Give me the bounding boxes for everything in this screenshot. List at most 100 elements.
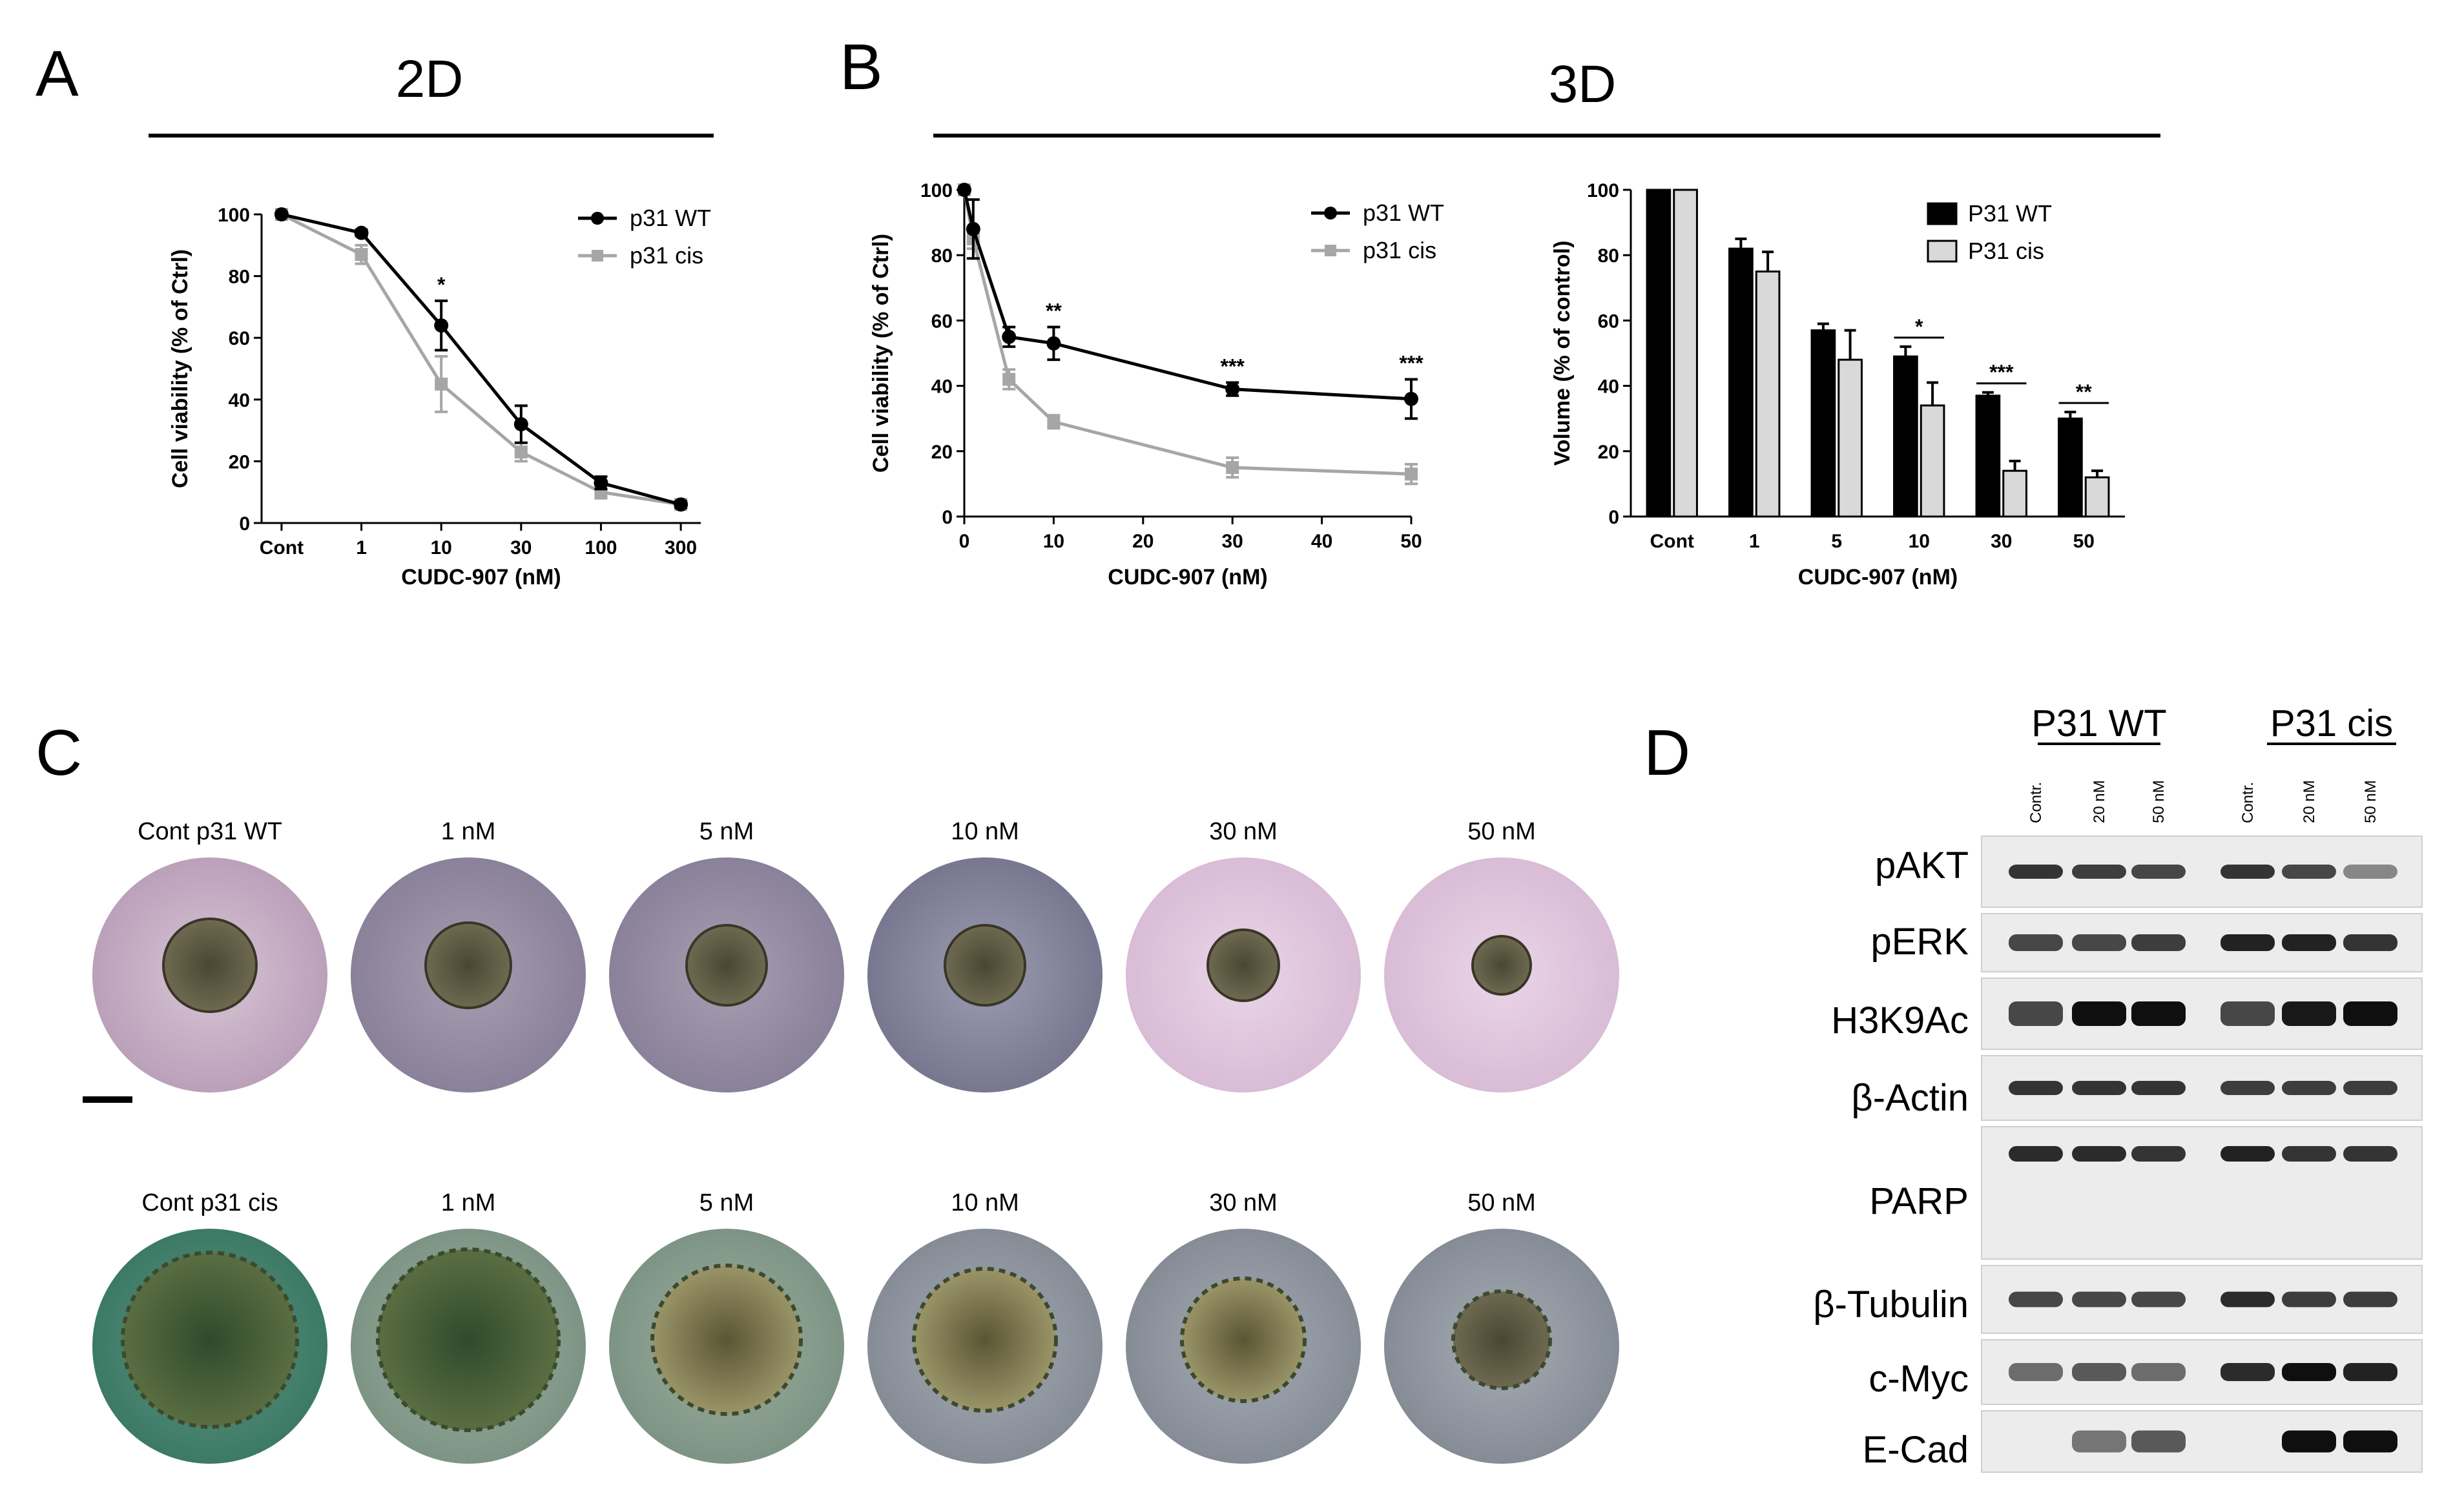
wb-band bbox=[2009, 1081, 2063, 1095]
data-point-wt bbox=[354, 225, 369, 240]
series-line-wt bbox=[281, 212, 681, 506]
data-point-wt bbox=[274, 207, 289, 221]
legend-marker-wt bbox=[1324, 207, 1337, 220]
x-tick-label: 10 bbox=[1909, 531, 1930, 552]
bar-cis bbox=[1920, 404, 1945, 518]
wb-band bbox=[2282, 1363, 2336, 1381]
y-axis-title: Cell viability (% of Ctrl) bbox=[168, 249, 192, 488]
wb-band bbox=[2343, 1081, 2397, 1095]
data-point-wt bbox=[594, 475, 608, 490]
wb-band bbox=[2131, 934, 2186, 951]
chart-a-viability-2d: 0 20 40 60 80 100 Cont 1 10 30 100 300 CUDC-907 (nM)… bbox=[168, 205, 711, 589]
bar-cis bbox=[1755, 271, 1781, 518]
bar-wt bbox=[2058, 417, 2083, 518]
data-point-cis bbox=[514, 446, 528, 459]
y-tick-label: 0 bbox=[239, 513, 250, 535]
wb-band bbox=[2131, 865, 2186, 879]
data-point-wt bbox=[1046, 336, 1061, 351]
legend-label-wt: P31 WT bbox=[1968, 200, 2052, 227]
bar-wt bbox=[1646, 189, 1672, 518]
wb-band bbox=[2343, 934, 2397, 951]
y-tick-label: 40 bbox=[931, 376, 953, 398]
wb-band bbox=[2343, 865, 2397, 879]
x-tick-label: 30 bbox=[1222, 531, 1243, 552]
x-tick-label: Cont bbox=[260, 537, 304, 559]
wb-band bbox=[2282, 934, 2336, 951]
y-axis-title: Volume (% of control) bbox=[1550, 241, 1575, 466]
wb-band bbox=[2009, 1001, 2063, 1026]
image-caption: 10 nM bbox=[951, 1189, 1019, 1216]
spheroid bbox=[424, 921, 512, 1009]
panel-label-d: D bbox=[1644, 717, 1690, 789]
wb-band bbox=[2072, 1363, 2126, 1381]
significance-mark: * bbox=[1915, 315, 1923, 338]
wb-protein-label: pERK bbox=[1870, 921, 1969, 963]
legend-label-wt: p31 WT bbox=[630, 205, 711, 231]
y-tick-label: 60 bbox=[1598, 311, 1619, 332]
wb-protein-label: H3K9Ac bbox=[1831, 1000, 1969, 1041]
spheroid bbox=[121, 1251, 299, 1429]
spheroid bbox=[650, 1264, 803, 1416]
y-tick-label: 80 bbox=[229, 267, 250, 288]
legend-swatch-wt bbox=[1927, 202, 1958, 225]
x-tick-label: 20 bbox=[1132, 531, 1154, 552]
data-point-wt bbox=[1404, 391, 1418, 406]
y-tick-label: 100 bbox=[218, 205, 250, 226]
y-tick-label: 20 bbox=[931, 442, 953, 463]
wb-lane-label: Contr. bbox=[2027, 782, 2045, 823]
wb-band bbox=[2221, 934, 2275, 951]
wb-lane-label: Contr. bbox=[2239, 782, 2257, 823]
wb-group-label: P31 WT bbox=[2031, 702, 2167, 744]
wb-band bbox=[2343, 1291, 2397, 1307]
x-tick-label: 30 bbox=[1991, 531, 2012, 552]
wb-band bbox=[2009, 1291, 2063, 1307]
wb-band bbox=[2131, 1146, 2186, 1162]
data-point-wt bbox=[434, 318, 449, 333]
y-axis-title: Cell viability (% of Ctrl) bbox=[869, 234, 893, 473]
x-tick-label: 5 bbox=[1831, 531, 1842, 552]
significance-mark: ** bbox=[2076, 380, 2092, 404]
wb-protein-label: β-Actin bbox=[1851, 1077, 1969, 1119]
y-tick-label: 0 bbox=[1608, 507, 1619, 528]
wb-band bbox=[2343, 1146, 2397, 1162]
image-caption: 50 nM bbox=[1467, 1189, 1536, 1216]
bar-cis bbox=[2084, 476, 2110, 518]
panel-label-c: C bbox=[36, 717, 82, 789]
wb-band bbox=[2009, 934, 2063, 951]
header-3d: 3D bbox=[1549, 55, 1617, 114]
wb-band bbox=[2221, 1146, 2275, 1162]
significance-mark: * bbox=[437, 273, 446, 296]
wb-group-label: P31 cis bbox=[2270, 702, 2393, 744]
image-caption: Cont p31 cis bbox=[141, 1189, 278, 1216]
y-tick-label: 20 bbox=[229, 451, 250, 473]
x-tick-label: 50 bbox=[2073, 531, 2095, 552]
panel-label-b: B bbox=[840, 31, 883, 103]
image-caption: 50 nM bbox=[1467, 818, 1536, 845]
x-tick-label: 1 bbox=[1749, 531, 1760, 552]
legend-marker-cis bbox=[1325, 245, 1336, 256]
wb-protein-label: β-Tubulin bbox=[1813, 1284, 1969, 1326]
x-axis-title: CUDC-907 (nM) bbox=[401, 565, 561, 589]
wb-protein-label: PARP bbox=[1869, 1180, 1969, 1222]
image-caption: 30 nM bbox=[1209, 818, 1278, 845]
bar-wt bbox=[1975, 395, 2001, 518]
spheroid bbox=[1451, 1289, 1552, 1390]
spheroid bbox=[912, 1267, 1058, 1413]
spheroid bbox=[1471, 935, 1532, 996]
x-tick-label: 10 bbox=[430, 537, 451, 559]
x-tick-label: 40 bbox=[1311, 531, 1332, 552]
image-caption: 5 nM bbox=[699, 818, 754, 845]
x-tick-label: 10 bbox=[1043, 531, 1064, 552]
wb-band bbox=[2343, 1001, 2397, 1026]
wb-band bbox=[2072, 934, 2126, 951]
series-line-wt bbox=[962, 189, 1412, 401]
wb-band bbox=[2009, 865, 2063, 879]
legend-label-cis: p31 cis bbox=[1363, 237, 1436, 263]
legend-marker-cis bbox=[592, 250, 603, 261]
spheroid bbox=[162, 918, 258, 1013]
data-point-cis bbox=[435, 377, 448, 391]
significance-mark: ** bbox=[1046, 300, 1062, 323]
series-line-cis bbox=[280, 212, 681, 506]
legend-label-cis: p31 cis bbox=[630, 242, 703, 269]
